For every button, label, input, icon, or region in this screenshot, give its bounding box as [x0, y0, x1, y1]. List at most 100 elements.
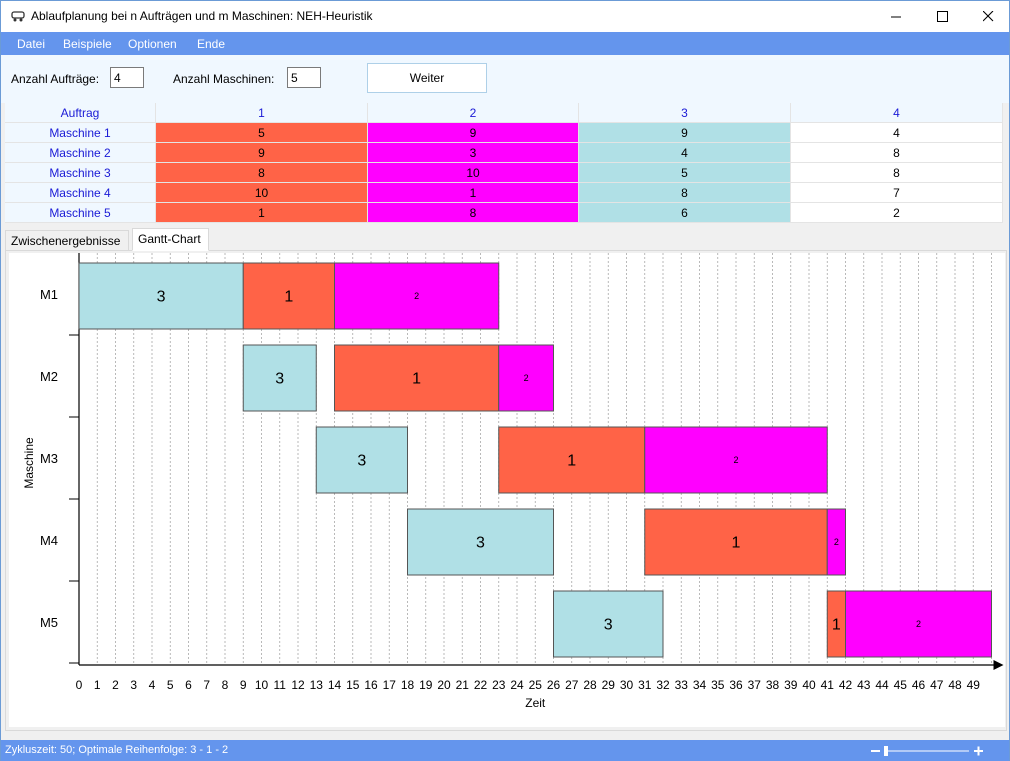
- x-tick-label: 24: [510, 678, 524, 692]
- close-icon: [982, 11, 993, 22]
- y-tick-label-m1: M1: [40, 287, 58, 302]
- maschinen-input[interactable]: [287, 67, 321, 88]
- x-tick-label: 29: [602, 678, 616, 692]
- x-tick-label: 28: [583, 678, 597, 692]
- x-tick-label: 32: [656, 678, 670, 692]
- cell-m3-job1: 8: [156, 163, 368, 183]
- gantt-bar-label: 2: [414, 291, 419, 301]
- weiter-button[interactable]: Weiter: [367, 63, 487, 93]
- y-tick-label-m4: M4: [40, 533, 58, 548]
- y-axis-label: Maschine: [22, 437, 36, 489]
- x-tick-label: 8: [222, 678, 229, 692]
- header-auftrag: Auftrag: [5, 103, 156, 123]
- x-tick-label: 3: [130, 678, 137, 692]
- row-label-maschine-2: Maschine 2: [5, 143, 156, 163]
- gantt-bar-m2-job1: [334, 344, 500, 412]
- menu-datei[interactable]: Datei: [17, 37, 46, 51]
- maximize-button[interactable]: [919, 1, 965, 32]
- x-tick-label: 1: [94, 678, 101, 692]
- gantt-bar-label: 3: [476, 534, 485, 551]
- cell-m4-job4: 7: [791, 183, 1003, 203]
- x-tick-label: 12: [291, 678, 305, 692]
- cell-m3-job3: 5: [579, 163, 791, 183]
- status-text: Zykluszeit: 50; Optimale Reihenfolge: 3 …: [5, 744, 229, 756]
- cell-m2-job3: 4: [579, 143, 791, 163]
- x-tick-label: 18: [401, 678, 415, 692]
- x-tick-label: 26: [547, 678, 561, 692]
- x-tick-label: 4: [149, 678, 156, 692]
- x-tick-label: 20: [437, 678, 451, 692]
- gantt-bar-label: 3: [357, 452, 366, 469]
- maschinen-label: Anzahl Maschinen:: [173, 72, 275, 86]
- gantt-bar-label: 3: [157, 288, 166, 305]
- x-tick-label: 40: [802, 678, 816, 692]
- row-label-maschine-1: Maschine 1: [5, 123, 156, 143]
- x-tick-label: 37: [748, 678, 762, 692]
- gantt-bar-label: 1: [412, 370, 421, 387]
- header-job-3: 3: [579, 103, 791, 123]
- x-axis-arrow-icon: [993, 660, 1004, 670]
- gantt-bar-label: 3: [604, 616, 613, 633]
- zoom-slider[interactable]: [871, 743, 987, 759]
- menu-optionen[interactable]: Optionen: [128, 37, 177, 51]
- x-tick-label: 31: [638, 678, 652, 692]
- x-tick-label: 34: [693, 678, 707, 692]
- x-tick-label: 45: [894, 678, 908, 692]
- cell-m5-job2: 8: [368, 203, 579, 223]
- x-tick-label: 35: [711, 678, 725, 692]
- x-tick-label: 15: [346, 678, 360, 692]
- menu-beispiele[interactable]: Beispiele: [63, 37, 112, 51]
- x-tick-label: 38: [766, 678, 780, 692]
- tab-zwischenergebnisse[interactable]: Zwischenergebnisse: [5, 230, 129, 251]
- minimize-icon: [890, 16, 901, 18]
- x-tick-label: 41: [821, 678, 835, 692]
- gantt-bar-m4-job2: [826, 508, 846, 576]
- gantt-bar-m3-job2: [644, 426, 828, 494]
- cell-m3-job2: 10: [368, 163, 579, 183]
- x-tick-label: 46: [912, 678, 926, 692]
- x-tick-label: 9: [240, 678, 247, 692]
- x-tick-label: 19: [419, 678, 433, 692]
- cell-m1-job3: 9: [579, 123, 791, 143]
- menu-ende[interactable]: Ende: [197, 37, 226, 51]
- gantt-bar-label: 1: [567, 452, 576, 469]
- minimize-button[interactable]: [873, 1, 919, 32]
- x-tick-label: 14: [328, 678, 342, 692]
- x-tick-label: 36: [729, 678, 743, 692]
- gantt-bar-m1-job3: [78, 262, 244, 330]
- status-bar: Zykluszeit: 50; Optimale Reihenfolge: 3 …: [1, 740, 1009, 761]
- close-button[interactable]: [965, 1, 1010, 32]
- x-tick-label: 39: [784, 678, 798, 692]
- tab-gantt-chart[interactable]: Gantt-Chart: [132, 228, 209, 251]
- cell-m4-job2: 1: [368, 183, 579, 203]
- maximize-icon: [936, 11, 948, 22]
- cell-m3-job4: 8: [791, 163, 1003, 183]
- cell-m1-job2: 9: [368, 123, 579, 143]
- cell-m2-job4: 8: [791, 143, 1003, 163]
- gantt-bar-m4-job1: [644, 508, 828, 576]
- gantt-bar-label: 2: [834, 537, 839, 547]
- cell-m5-job1: 1: [156, 203, 368, 223]
- auftraege-input[interactable]: [110, 67, 144, 88]
- gantt-bar-m5-job3: [553, 590, 664, 658]
- x-tick-label: 7: [203, 678, 210, 692]
- x-tick-label: 47: [930, 678, 944, 692]
- gantt-bar-label: 2: [524, 373, 529, 383]
- x-tick-label: 17: [383, 678, 397, 692]
- x-tick-label: 44: [875, 678, 889, 692]
- x-tick-label: 42: [839, 678, 853, 692]
- x-tick-label: 10: [255, 678, 269, 692]
- gantt-bar-label: 2: [733, 455, 738, 465]
- x-tick-label: 43: [857, 678, 871, 692]
- gantt-bar-m3-job3: [315, 426, 408, 494]
- cell-m5-job3: 6: [579, 203, 791, 223]
- y-tick-label-m3: M3: [40, 451, 58, 466]
- cell-m1-job1: 5: [156, 123, 368, 143]
- row-label-maschine-3: Maschine 3: [5, 163, 156, 183]
- cell-m4-job3: 8: [579, 183, 791, 203]
- gantt-bar-m4-job3: [407, 508, 554, 576]
- title-bar: Ablaufplanung bei n Aufträgen und m Masc…: [1, 1, 1009, 32]
- x-tick-label: 21: [456, 678, 470, 692]
